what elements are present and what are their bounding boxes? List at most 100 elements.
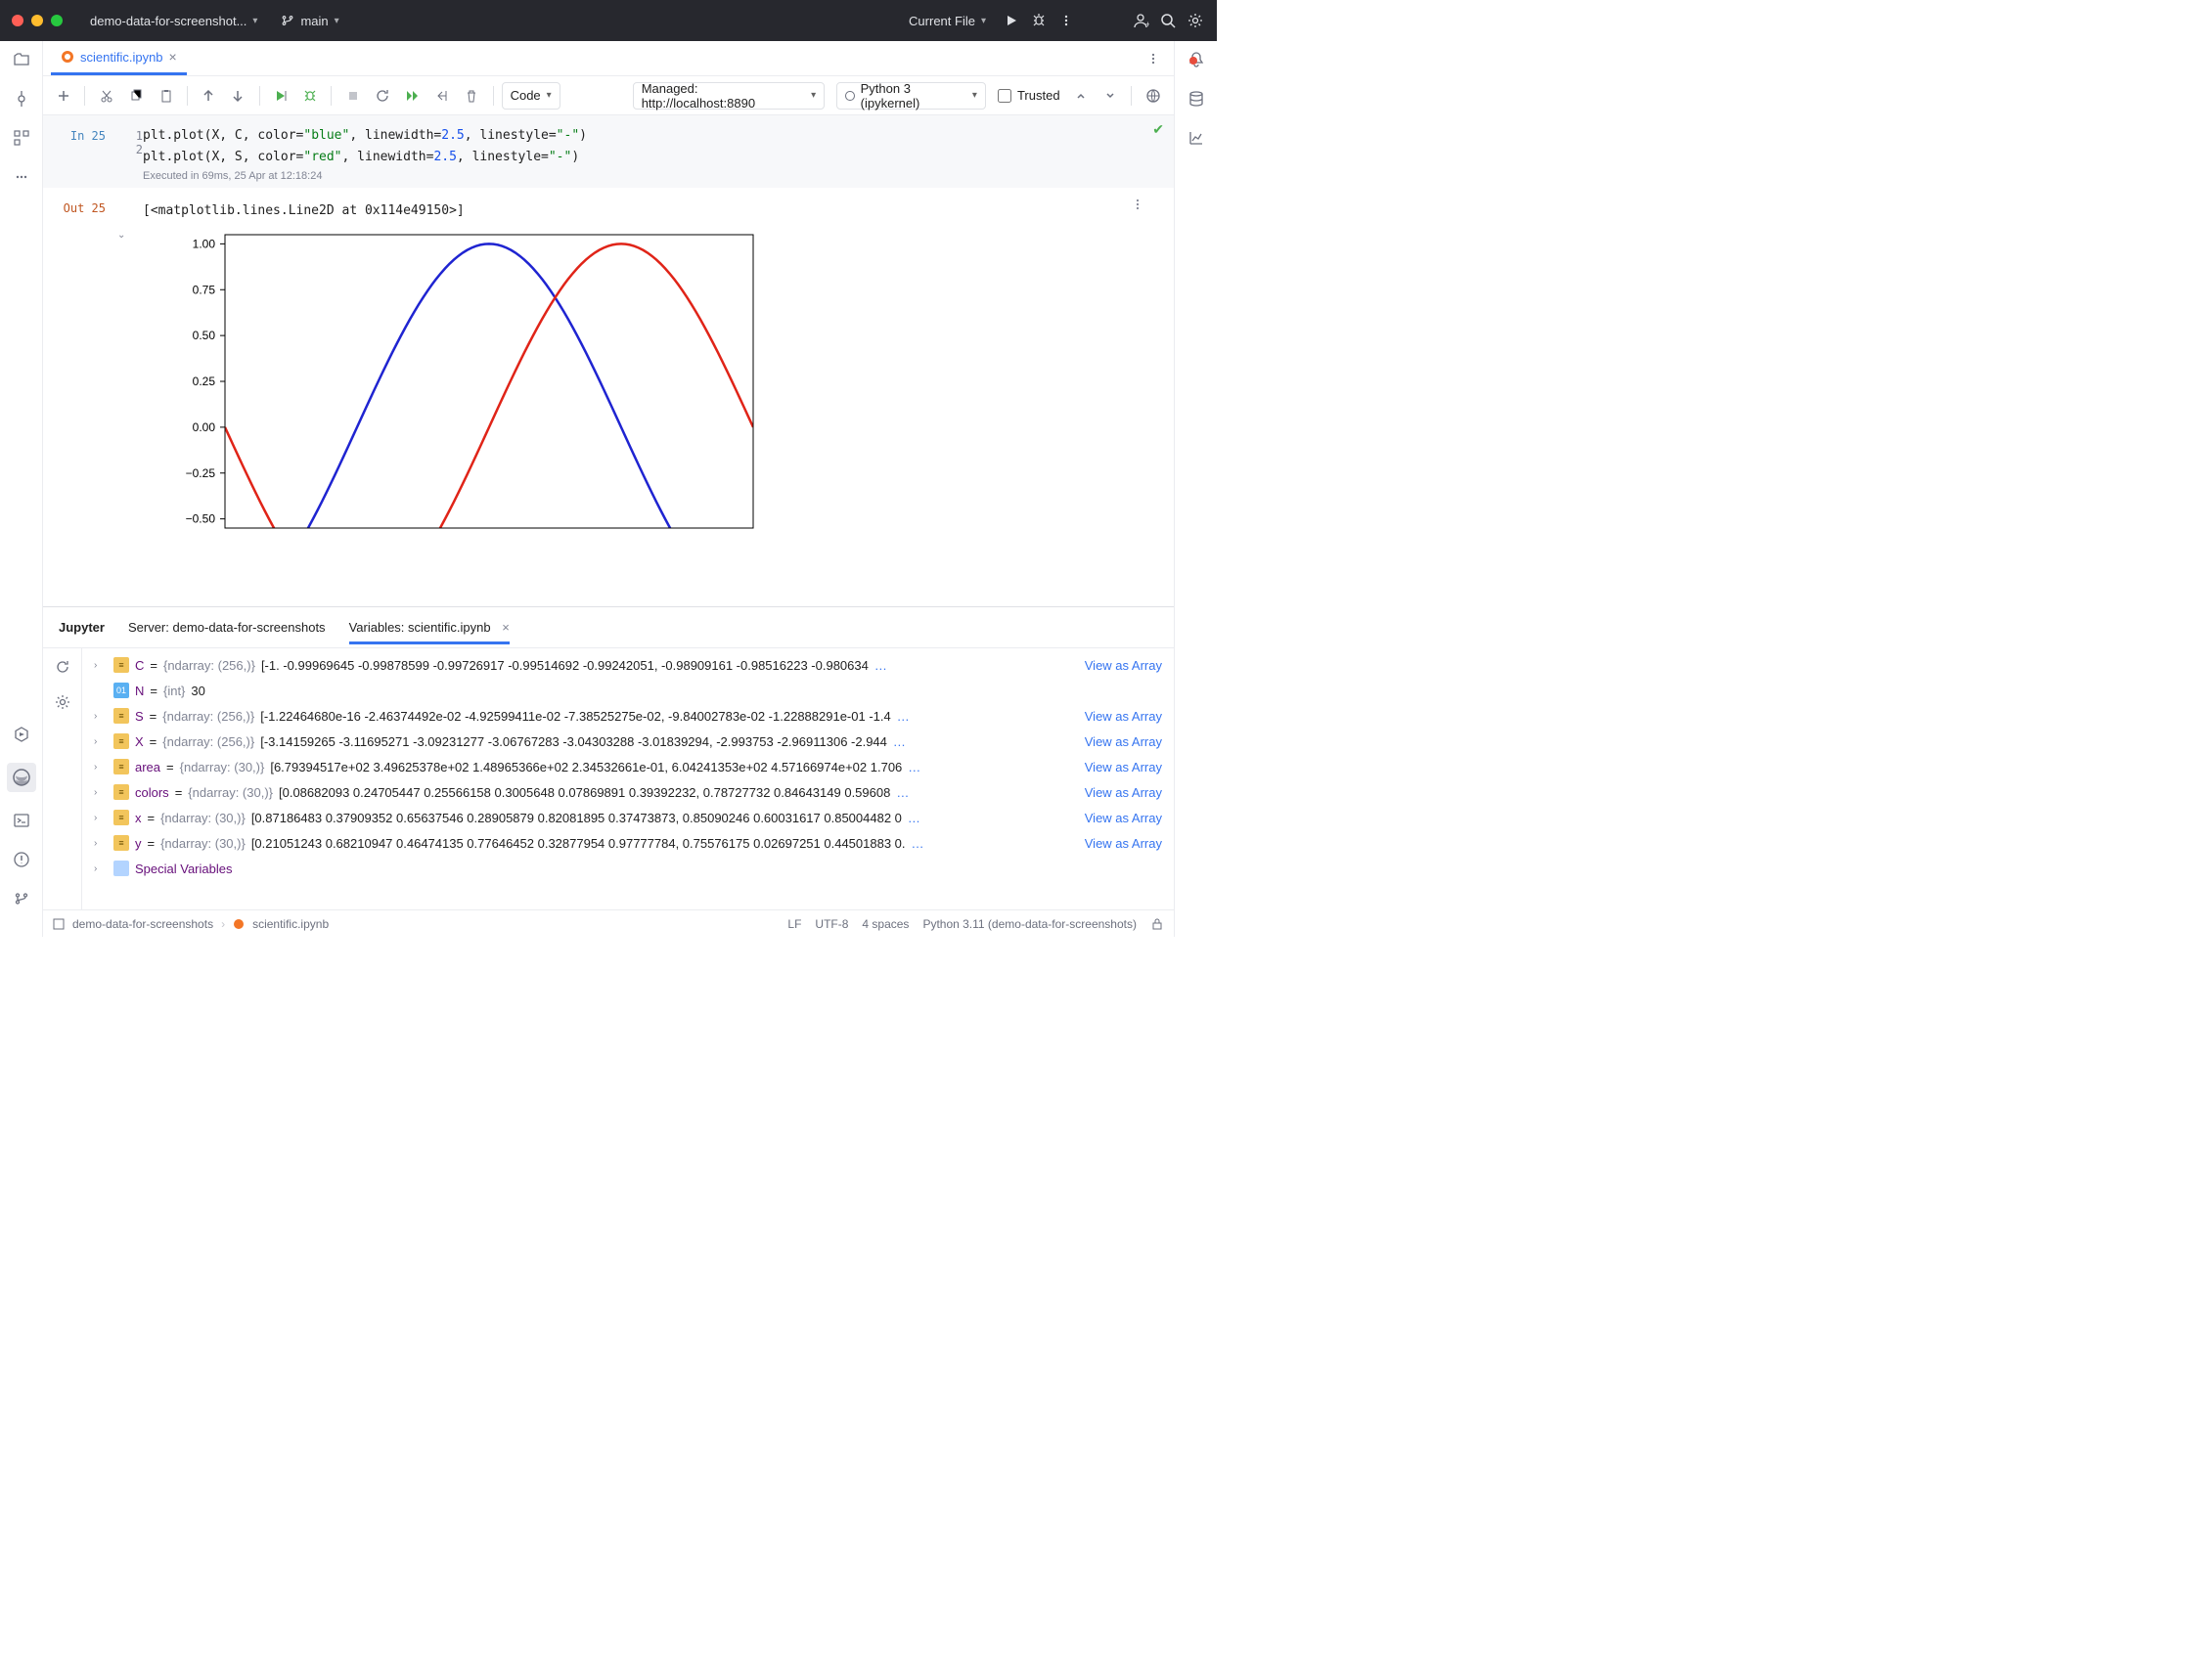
variable-row[interactable]: ›≡ x = {ndarray: (30,)} [0.87186483 0.37… xyxy=(82,805,1174,830)
output-more-button[interactable] xyxy=(1131,198,1150,211)
restart-button[interactable] xyxy=(370,82,395,110)
sb-indent[interactable]: 4 spaces xyxy=(862,917,909,931)
variable-row[interactable]: ›≡ y = {ndarray: (30,)} [0.21051243 0.68… xyxy=(82,830,1174,856)
search-icon[interactable] xyxy=(1158,11,1178,30)
sb-project[interactable]: demo-data-for-screenshots xyxy=(72,917,213,931)
trusted-checkbox[interactable]: Trusted xyxy=(998,88,1060,103)
expand-icon[interactable]: › xyxy=(94,838,108,849)
problems-tool-icon[interactable] xyxy=(11,849,32,870)
var-type-icon: 01 xyxy=(113,683,129,698)
panel-tab-close[interactable]: × xyxy=(502,620,510,635)
prev-cell-button[interactable] xyxy=(1068,82,1094,110)
clear-output-button[interactable] xyxy=(429,82,455,110)
cut-button[interactable] xyxy=(93,82,118,110)
tabs-more-button[interactable] xyxy=(1133,41,1174,75)
server-selector[interactable]: Managed: http://localhost:8890 ▾ xyxy=(633,82,825,110)
database-tool-icon[interactable] xyxy=(1186,88,1207,110)
editor-tab[interactable]: scientific.ipynb × xyxy=(51,41,187,75)
variable-row[interactable]: ›≡ S = {ndarray: (256,)} [-1.22464680e-1… xyxy=(82,703,1174,729)
structure-tool-icon[interactable] xyxy=(11,127,32,149)
vars-settings-button[interactable] xyxy=(52,691,73,713)
sb-file[interactable]: scientific.ipynb xyxy=(252,917,329,931)
view-as-array-link[interactable]: View as Array xyxy=(1075,836,1162,851)
reload-vars-button[interactable] xyxy=(52,656,73,678)
view-as-array-link[interactable]: View as Array xyxy=(1075,709,1162,724)
var-type-icon: ≡ xyxy=(113,784,129,800)
jupyter-tool-icon[interactable] xyxy=(7,763,36,792)
sb-encoding[interactable]: UTF-8 xyxy=(815,917,848,931)
variable-row[interactable]: › Special Variables xyxy=(82,856,1174,881)
notifications-icon[interactable] xyxy=(1186,49,1207,70)
trusted-check-input[interactable] xyxy=(998,89,1011,103)
sb-line-ending[interactable]: LF xyxy=(787,917,801,931)
variable-row[interactable]: ›≡ C = {ndarray: (256,)} [-1. -0.9996964… xyxy=(82,652,1174,678)
copy-button[interactable] xyxy=(123,82,149,110)
project-tool-icon[interactable] xyxy=(11,49,32,70)
debug-cell-button[interactable] xyxy=(297,82,323,110)
matplotlib-chart: −0.50−0.250.000.250.500.751.00−0.50−0.25… xyxy=(166,230,763,533)
var-value: 30 xyxy=(191,684,204,698)
more-actions-button[interactable] xyxy=(1056,11,1076,30)
project-selector[interactable]: demo-data-for-screenshot... ▾ xyxy=(82,10,265,32)
collapse-output-button[interactable]: ⌄ xyxy=(117,224,137,533)
code-cell[interactable]: In 25 12 plt.plot(X, C, color="blue", li… xyxy=(43,115,1174,188)
jupyter-panel: Jupyter Server: demo-data-for-screenshot… xyxy=(43,606,1174,909)
delete-cell-button[interactable] xyxy=(459,82,484,110)
lock-icon[interactable] xyxy=(1150,917,1164,931)
settings-icon[interactable] xyxy=(1186,11,1205,30)
minimize-window-button[interactable] xyxy=(31,15,43,26)
commit-tool-icon[interactable] xyxy=(11,88,32,110)
variables-list[interactable]: ›≡ C = {ndarray: (256,)} [-1. -0.9996964… xyxy=(82,648,1174,909)
sciview-tool-icon[interactable] xyxy=(1186,127,1207,149)
trusted-label: Trusted xyxy=(1017,88,1060,103)
branch-selector[interactable]: main ▾ xyxy=(273,10,346,32)
variable-row[interactable]: ›≡ X = {ndarray: (256,)} [-3.14159265 -3… xyxy=(82,729,1174,754)
variable-row[interactable]: ›≡ area = {ndarray: (30,)} [6.79394517e+… xyxy=(82,754,1174,779)
next-cell-button[interactable] xyxy=(1098,82,1123,110)
panel-tab-variables[interactable]: Variables: scientific.ipynb × xyxy=(349,610,510,644)
view-as-array-link[interactable]: View as Array xyxy=(1075,785,1162,800)
run-button[interactable] xyxy=(1002,11,1021,30)
cell-type-selector[interactable]: Code ▾ xyxy=(502,82,560,110)
panel-tab-server[interactable]: Server: demo-data-for-screenshots xyxy=(128,610,326,644)
expand-icon[interactable]: › xyxy=(94,736,108,747)
open-browser-button[interactable] xyxy=(1140,82,1165,110)
expand-icon[interactable]: › xyxy=(94,863,108,874)
expand-icon[interactable]: › xyxy=(94,813,108,823)
titlebar: demo-data-for-screenshot... ▾ main ▾ Cur… xyxy=(0,0,1217,41)
expand-icon[interactable]: › xyxy=(94,711,108,722)
account-icon[interactable]: + xyxy=(1131,11,1150,30)
sb-interpreter[interactable]: Python 3.11 (demo-data-for-screenshots) xyxy=(922,917,1137,931)
services-tool-icon[interactable] xyxy=(11,724,32,745)
variable-row[interactable]: 01 N = {int} 30 xyxy=(82,678,1174,703)
view-as-array-link[interactable]: View as Array xyxy=(1075,658,1162,673)
view-as-array-link[interactable]: View as Array xyxy=(1075,734,1162,749)
kernel-selector[interactable]: Python 3 (ipykernel) ▾ xyxy=(836,82,986,110)
expand-icon[interactable]: › xyxy=(94,762,108,773)
close-window-button[interactable] xyxy=(12,15,23,26)
var-name: N xyxy=(135,684,144,698)
project-status-icon xyxy=(53,918,65,930)
tab-close-button[interactable]: × xyxy=(169,49,177,65)
vcs-tool-icon[interactable] xyxy=(11,888,32,909)
panel-tab-jupyter[interactable]: Jupyter xyxy=(59,610,105,644)
move-up-button[interactable] xyxy=(196,82,221,110)
run-config-selector[interactable]: Current File ▾ xyxy=(901,10,994,32)
editor-area: scientific.ipynb × xyxy=(43,41,1174,937)
run-cell-button[interactable] xyxy=(268,82,293,110)
expand-icon[interactable]: › xyxy=(94,787,108,798)
variable-row[interactable]: ›≡ colors = {ndarray: (30,)} [0.08682093… xyxy=(82,779,1174,805)
terminal-tool-icon[interactable] xyxy=(11,810,32,831)
run-all-button[interactable] xyxy=(399,82,425,110)
more-tool-icon[interactable] xyxy=(11,166,32,188)
debug-button[interactable] xyxy=(1029,11,1049,30)
var-type: {ndarray: (30,)} xyxy=(180,760,265,774)
view-as-array-link[interactable]: View as Array xyxy=(1075,811,1162,825)
add-cell-button[interactable] xyxy=(51,82,76,110)
expand-icon[interactable]: › xyxy=(94,660,108,671)
move-down-button[interactable] xyxy=(225,82,250,110)
stop-button[interactable] xyxy=(339,82,365,110)
maximize-window-button[interactable] xyxy=(51,15,63,26)
view-as-array-link[interactable]: View as Array xyxy=(1075,760,1162,774)
paste-button[interactable] xyxy=(153,82,178,110)
